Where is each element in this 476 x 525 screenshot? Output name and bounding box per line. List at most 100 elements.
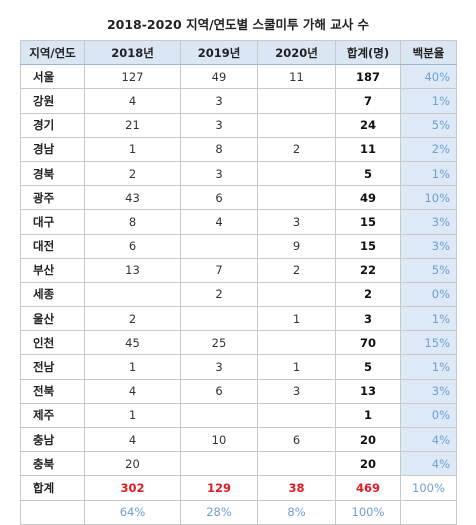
- cell-2020: [257, 281, 336, 308]
- cell-2020: [257, 160, 336, 187]
- cell-region: 대구: [20, 209, 85, 235]
- cell-region: 대전: [20, 233, 85, 259]
- table-row: 경기 21 3 24 5%: [20, 112, 457, 138]
- cell-total: 20: [335, 426, 401, 453]
- table-row: 전남 1 3 1 5 1%: [20, 354, 457, 380]
- cell-2020: [257, 88, 336, 114]
- cell-2019: 6: [180, 185, 258, 211]
- share-total: 100%: [335, 499, 401, 525]
- cell-percent: 0%: [400, 281, 457, 308]
- table-row: 세종 2 2 0%: [20, 281, 457, 308]
- cell-region: 전북: [20, 378, 85, 404]
- cell-2019: 2: [180, 281, 258, 308]
- cell-2018: 4: [84, 88, 181, 114]
- cell-region: 인천: [20, 330, 85, 356]
- cell-total: 2: [335, 281, 401, 308]
- cell-2018: [84, 281, 181, 308]
- cell-percent: 10%: [400, 185, 457, 211]
- total-sum: 469: [335, 475, 401, 501]
- cell-total: 22: [335, 257, 401, 283]
- cell-2019: 3: [180, 88, 258, 114]
- share-label: [20, 499, 85, 525]
- table-row: 서울 127 49 11 187 40%: [20, 64, 457, 90]
- total-2018: 302: [84, 475, 181, 501]
- cell-2019: 8: [180, 136, 258, 162]
- table-row: 대구 8 4 3 15 3%: [20, 209, 457, 235]
- table-row: 대전 6 9 15 3%: [20, 233, 457, 259]
- cell-percent: 3%: [400, 378, 457, 404]
- cell-2018: 4: [84, 378, 181, 404]
- share-2020: 8%: [257, 499, 336, 525]
- cell-region: 강원: [20, 88, 85, 114]
- table-row: 부산 13 7 2 22 5%: [20, 257, 457, 283]
- cell-2020: 11: [257, 64, 336, 90]
- cell-region: 경남: [20, 136, 85, 162]
- cell-2018: 1: [84, 354, 181, 380]
- cell-region: 부산: [20, 257, 85, 283]
- total-row: 합계 302 129 38 469 100%: [20, 475, 457, 501]
- cell-total: 20: [335, 451, 401, 477]
- cell-total: 49: [335, 185, 401, 211]
- cell-total: 11: [335, 136, 401, 162]
- cell-2019: 25: [180, 330, 258, 356]
- cell-2019: 10: [180, 426, 258, 453]
- cell-2020: 9: [257, 233, 336, 259]
- table-title: 2018-2020 지역/연도별 스쿨미투 가해 교사 수: [106, 17, 370, 32]
- total-label: 합계: [20, 475, 85, 501]
- table-body: 서울 127 49 11 187 40% 강원 4 3 7 1% 경기 21 3 24 5% 경남 1 8 2 11 2%…: [20, 64, 457, 525]
- cell-2019: 3: [180, 112, 258, 138]
- cell-percent: 5%: [400, 257, 457, 283]
- header-2018: 2018년: [84, 39, 181, 66]
- cell-percent: 40%: [400, 64, 457, 90]
- cell-region: 광주: [20, 185, 85, 211]
- cell-2018: 45: [84, 330, 181, 356]
- total-percent: 100%: [400, 475, 457, 501]
- table-row: 강원 4 3 7 1%: [20, 88, 457, 114]
- cell-2019: 49: [180, 64, 258, 90]
- cell-2020: [257, 185, 336, 211]
- cell-2019: 3: [180, 354, 258, 380]
- cell-total: 70: [335, 330, 401, 356]
- cell-2020: [257, 402, 336, 429]
- cell-2018: 1: [84, 402, 181, 429]
- cell-2018: 20: [84, 451, 181, 477]
- cell-2020: 6: [257, 426, 336, 453]
- cell-percent: 4%: [400, 451, 457, 477]
- cell-2019: 3: [180, 160, 258, 187]
- cell-2018: 8: [84, 209, 181, 235]
- cell-2018: 2: [84, 306, 181, 332]
- cell-percent: 1%: [400, 306, 457, 332]
- cell-2018: 2: [84, 160, 181, 187]
- cell-2018: 21: [84, 112, 181, 138]
- cell-2018: 1: [84, 136, 181, 162]
- cell-2019: 7: [180, 257, 258, 283]
- cell-2020: [257, 451, 336, 477]
- cell-2018: 127: [84, 64, 181, 90]
- cell-2020: 3: [257, 378, 336, 404]
- cell-2020: 1: [257, 354, 336, 380]
- cell-total: 24: [335, 112, 401, 138]
- cell-region: 경북: [20, 160, 85, 187]
- header-2019: 2019년: [180, 39, 258, 66]
- cell-region: 울산: [20, 306, 85, 332]
- cell-total: 187: [335, 64, 401, 90]
- cell-total: 3: [335, 306, 401, 332]
- cell-percent: 4%: [400, 426, 457, 453]
- total-2019: 129: [180, 475, 258, 501]
- table-row: 충북 20 20 4%: [20, 451, 457, 477]
- share-percent: [400, 499, 457, 525]
- cell-region: 제주: [20, 402, 85, 429]
- cell-2020: 2: [257, 257, 336, 283]
- cell-region: 충북: [20, 451, 85, 477]
- cell-2019: 6: [180, 378, 258, 404]
- share-row: 64% 28% 8% 100%: [20, 499, 457, 525]
- cell-2018: 43: [84, 185, 181, 211]
- cell-2019: [180, 233, 258, 259]
- cell-percent: 0%: [400, 402, 457, 429]
- cell-region: 충남: [20, 426, 85, 453]
- cell-total: 15: [335, 209, 401, 235]
- table-row: 제주 1 1 0%: [20, 402, 457, 429]
- cell-2019: [180, 402, 258, 429]
- header-row: 지역/연도 2018년 2019년 2020년 합계(명) 백분율: [20, 39, 457, 66]
